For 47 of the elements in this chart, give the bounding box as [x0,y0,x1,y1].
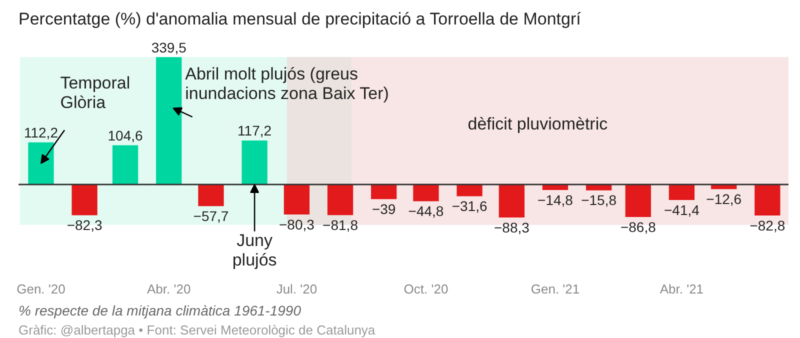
data-label: −12,6 [706,190,742,207]
chart-title: Percentatge (%) d'anomalia mensual de precipitació a Torroella de Montgrí [18,10,582,28]
data-label: −82,3 [66,217,102,234]
x-tick-label: Gen. '21 [530,282,580,296]
data-label: −15,8 [581,192,617,208]
bar [242,140,268,184]
data-label: −81,8 [322,216,358,233]
x-tick-label: Jul. '20 [276,282,318,296]
bar [284,184,310,215]
bar [754,184,780,216]
bar [625,184,651,217]
data-label: −31,6 [452,198,488,214]
bar [498,184,525,218]
band-label: dèficit pluviomètric [468,114,608,134]
annotation: Juny plujós [232,231,277,270]
bar [668,184,695,200]
bar [28,142,54,184]
data-label: 104,6 [108,127,144,144]
data-label: −57,7 [193,208,229,224]
x-tick-label: Gen. '20 [16,282,66,296]
x-tick-label: Abr. '20 [147,282,191,296]
data-label: −88,3 [494,219,530,236]
data-label: −86,8 [620,218,656,235]
x-tick-label: Abr. '21 [660,282,704,296]
data-label: 339,5 [151,39,187,56]
data-label: −41,4 [664,202,700,218]
bar [370,184,397,200]
bar [413,184,439,202]
bar [72,184,98,216]
bar [456,184,482,196]
data-label: −80,3 [279,216,315,232]
bar [198,184,224,206]
data-label: −39 [372,200,396,217]
data-label: −44,8 [408,203,444,220]
data-label: −82,8 [750,217,786,234]
bar [327,184,354,216]
annotation: Temporal Glòria [60,74,130,112]
data-label: 112,2 [24,124,58,141]
text: Gràfic: @albertapga • Font: Servei Meteorològic de Catalunya [18,322,376,338]
bar [156,57,182,184]
data-label: −14,8 [538,192,574,208]
bar [586,184,612,190]
x-tick-label: Oct. '20 [404,282,448,296]
text: % respecte de la mitjana climàtica 1961-1990 [18,302,302,318]
data-label: 117,2 [238,122,272,139]
annotation: Abril molt plujós (greus inundacions zona Baix Ter) [185,64,389,103]
bar [112,145,138,184]
